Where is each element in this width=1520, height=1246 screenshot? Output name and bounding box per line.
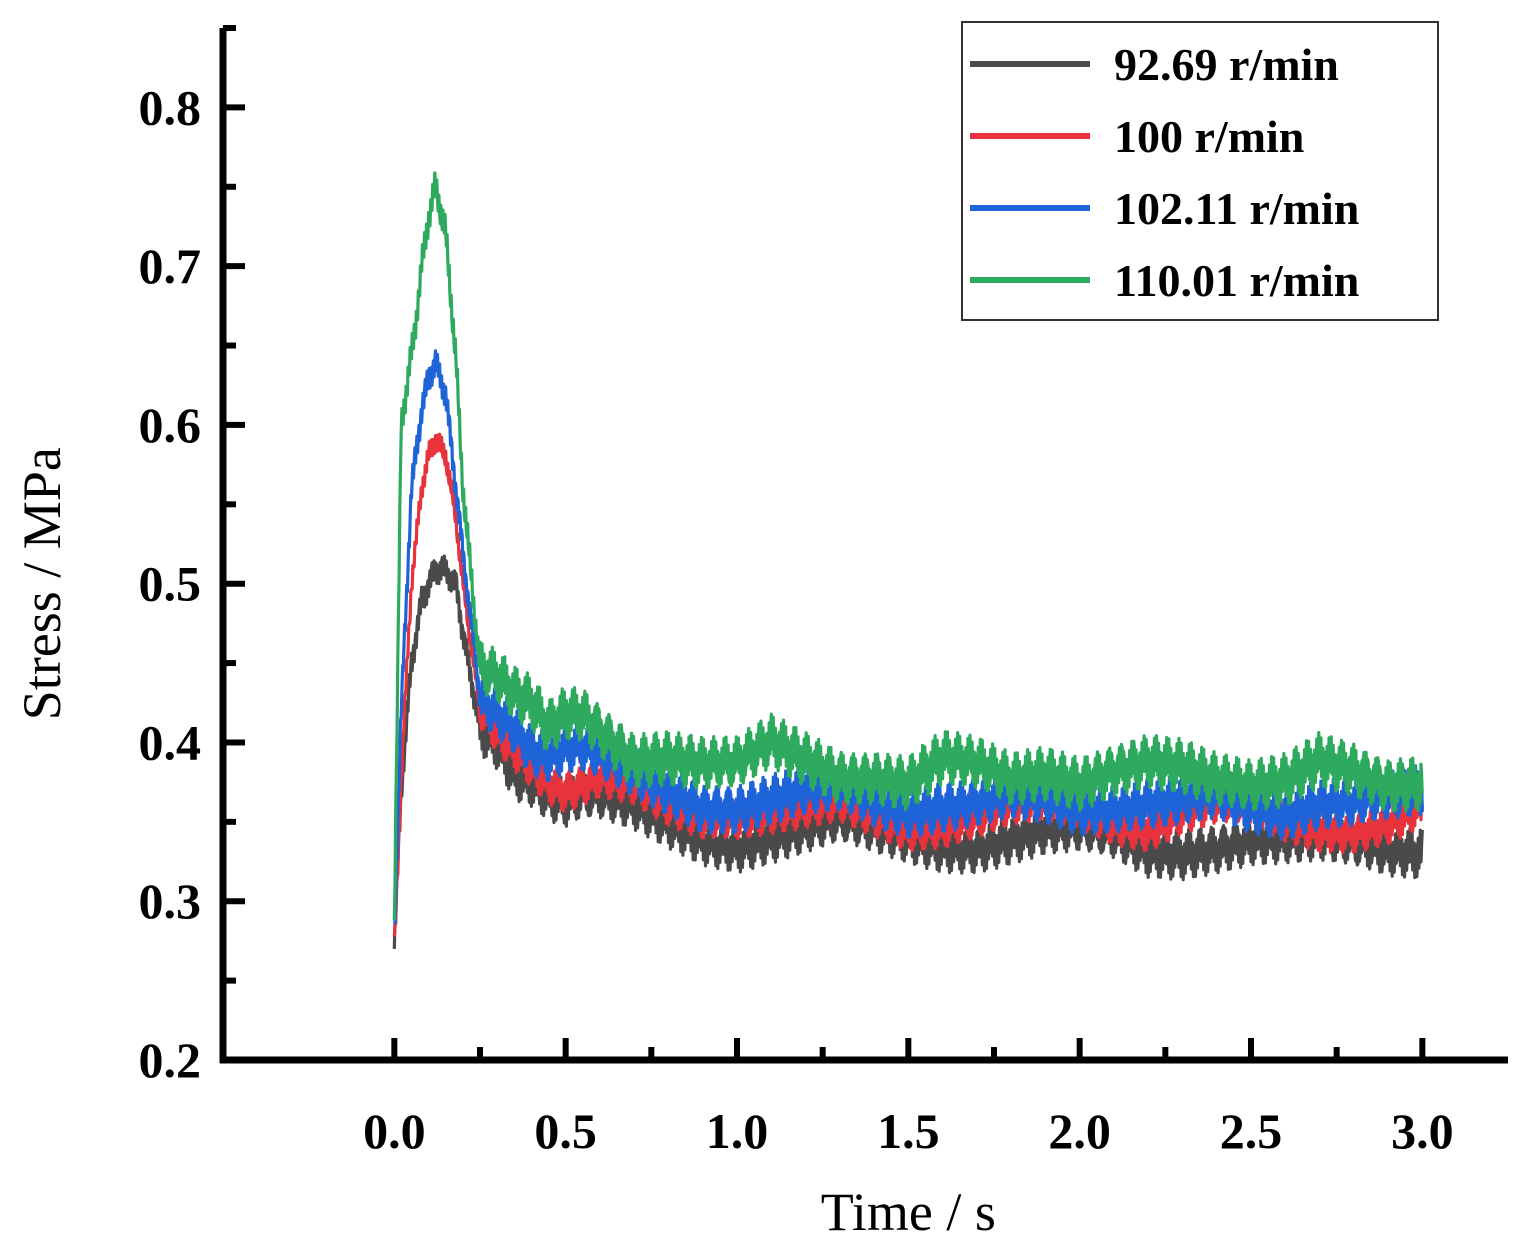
y-tick-label: 0.2: [139, 1032, 202, 1088]
x-tick-label: 1.0: [706, 1103, 769, 1159]
legend-label: 100 r/min: [1114, 111, 1304, 162]
series-layer: [392, 171, 1424, 949]
legend: 92.69 r/min 100 r/min 102.11 r/min 110.01 r…: [961, 21, 1439, 321]
y-tick-label: 0.6: [139, 397, 202, 453]
x-tick-label: 3.0: [1391, 1103, 1454, 1159]
series-line: [392, 171, 1424, 921]
x-tick-label: 1.5: [877, 1103, 940, 1159]
x-tick-label: 0.0: [363, 1103, 426, 1159]
y-tick-label: 0.5: [139, 556, 202, 612]
x-tick-label: 2.5: [1220, 1103, 1283, 1159]
series-line: [392, 432, 1424, 937]
y-tick-label: 0.7: [139, 238, 202, 294]
x-tick-label: 2.0: [1048, 1103, 1111, 1159]
legend-label: 110.01 r/min: [1114, 255, 1359, 306]
y-axis-title: Stress / MPa: [12, 447, 72, 720]
legend-label: 102.11 r/min: [1114, 183, 1359, 234]
y-tick-label: 0.4: [139, 714, 202, 770]
ticks-layer: 0.2 0.3 0.4 0.5 0.6 0.7 0.8 0.0 0.5 1.0 1.5 2.0 2.5 3…: [139, 25, 1454, 1159]
x-axis-title: Time / s: [821, 1182, 996, 1242]
legend-label: 92.69 r/min: [1114, 39, 1339, 90]
y-tick-label: 0.3: [139, 873, 202, 929]
legend-box: [961, 21, 1439, 321]
x-tick-label: 0.5: [534, 1103, 597, 1159]
y-tick-label: 0.8: [139, 79, 202, 135]
series-line: [392, 554, 1424, 949]
